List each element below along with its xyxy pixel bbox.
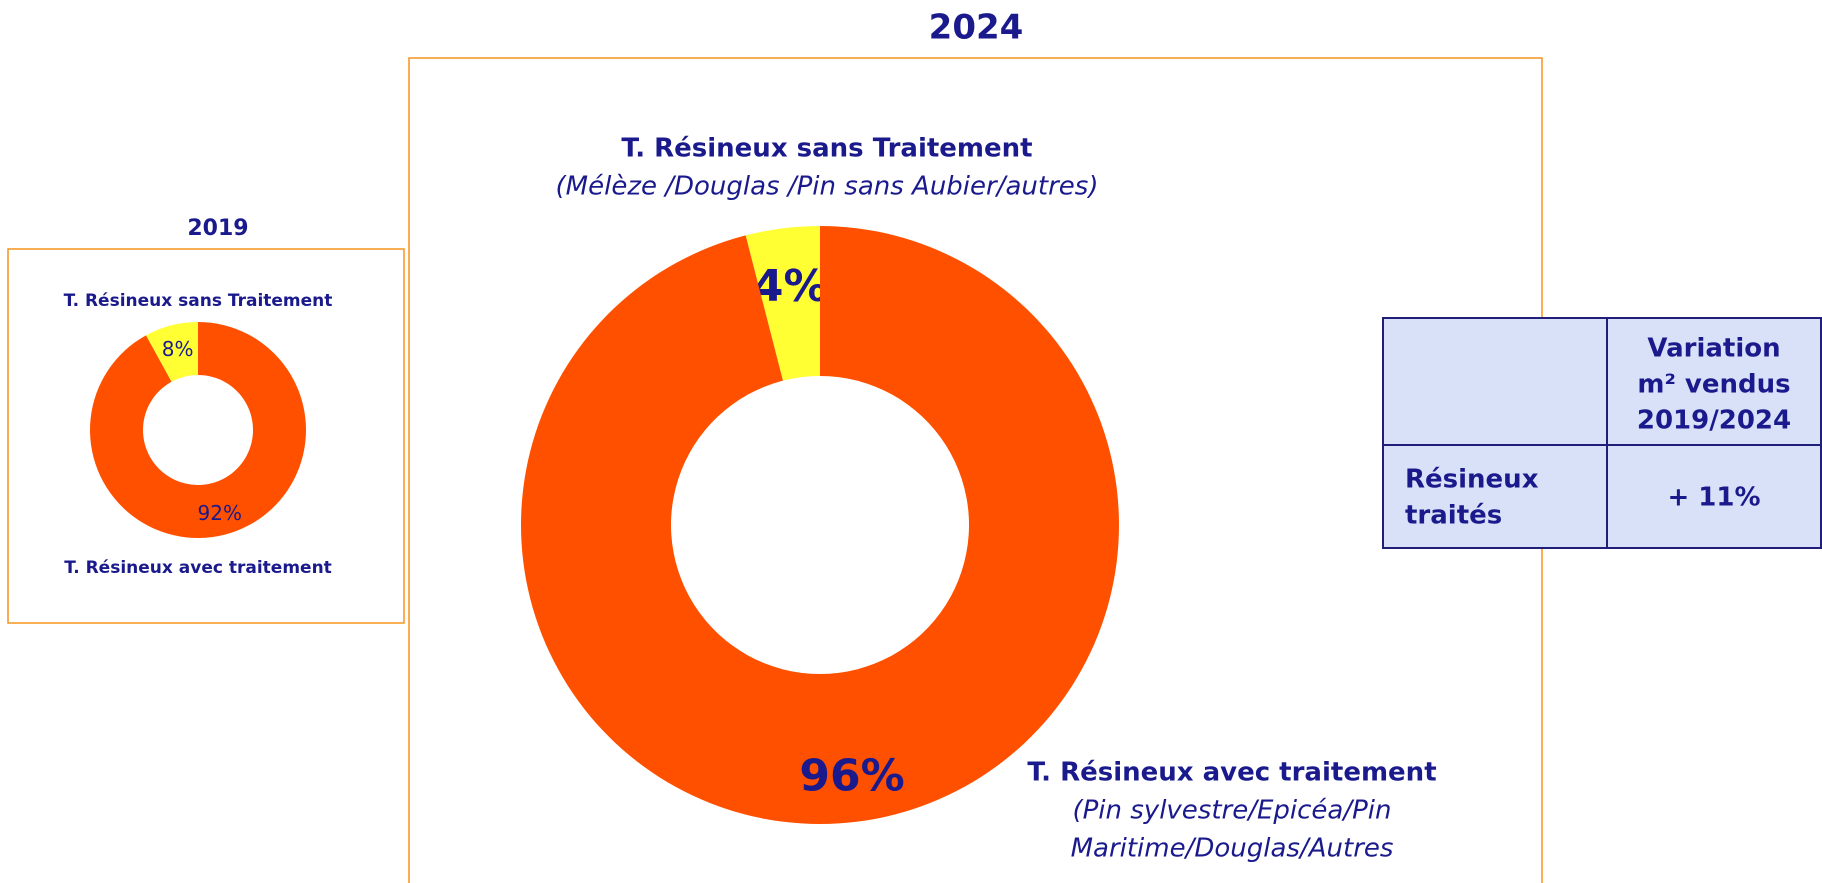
category-note: (Mélèze /Douglas /Pin sans Aubier/autres…: [556, 172, 1099, 202]
frame-2019: [7, 248, 405, 624]
category-note: Maritime/Douglas/Autres: [1071, 834, 1394, 864]
table-row-label: traités: [1405, 501, 1502, 531]
value-label: 96%: [799, 751, 904, 802]
table-box: [1382, 317, 1822, 549]
category-label: T. Résineux sans Traitement: [621, 134, 1032, 164]
value-label: 4%: [753, 261, 828, 312]
chart-title: 2024: [929, 8, 1024, 48]
value-label: 92%: [198, 501, 242, 525]
donut-slice: [145, 322, 198, 382]
donut-slice: [745, 226, 820, 381]
category-note: (Pin sylvestre/Epicéa/Pin: [1072, 796, 1391, 826]
donut-slice: [90, 322, 307, 539]
category-label: T. Résineux avec traitement: [1027, 758, 1436, 788]
value-label: 8%: [162, 337, 194, 361]
category-label: T. Résineux sans Traitement: [64, 291, 333, 311]
category-label: T. Résineux avec traitement: [64, 558, 332, 578]
chart-title: 2019: [187, 216, 248, 241]
table-header: 2019/2024: [1637, 406, 1791, 436]
table-header: Variation: [1647, 334, 1780, 364]
donut-slice: [520, 226, 1119, 824]
table-row-label: Résineux: [1405, 465, 1539, 495]
table: Variation m² vendus 2019/2024 Résineux t…: [1382, 317, 1822, 549]
table-cell: + 11%: [1667, 483, 1760, 513]
table-header: m² vendus: [1637, 370, 1790, 400]
